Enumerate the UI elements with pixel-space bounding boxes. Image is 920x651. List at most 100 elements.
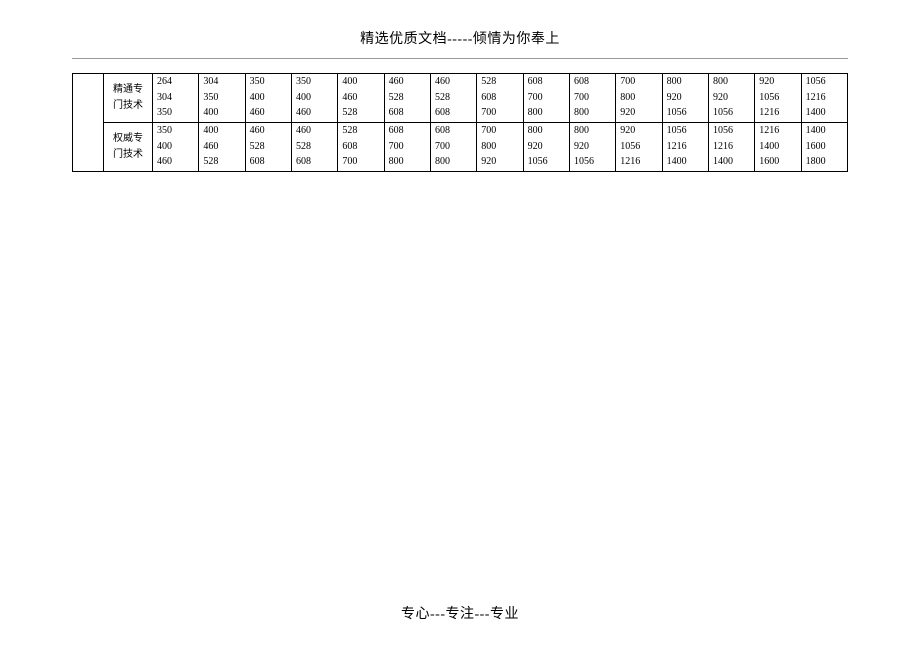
cell-value: 920 — [620, 124, 661, 139]
data-cell: 350400460 — [153, 123, 199, 172]
cell-value: 350 — [296, 75, 337, 90]
cell-value: 608 — [342, 140, 383, 155]
cell-value: 460 — [203, 140, 244, 155]
data-cell: 140016001800 — [801, 123, 847, 172]
cell-value: 1800 — [806, 155, 847, 170]
cell-value: 700 — [389, 140, 430, 155]
cell-value: 304 — [157, 91, 198, 106]
data-cell: 608700800 — [384, 123, 430, 172]
cell-value: 350 — [157, 124, 198, 139]
cell-value: 528 — [481, 75, 522, 90]
data-cell: 121614001600 — [755, 123, 801, 172]
cell-value: 1056 — [620, 140, 661, 155]
cell-value: 608 — [528, 75, 569, 90]
cell-value: 400 — [203, 124, 244, 139]
cell-value: 920 — [713, 91, 754, 106]
cell-value: 800 — [435, 155, 476, 170]
cell-value: 700 — [620, 75, 661, 90]
cell-value: 350 — [203, 91, 244, 106]
cell-value: 920 — [620, 106, 661, 121]
cell-value: 1216 — [667, 140, 708, 155]
cell-value: 800 — [389, 155, 430, 170]
cell-value: 800 — [528, 106, 569, 121]
cell-value: 1400 — [667, 155, 708, 170]
cell-value: 608 — [435, 124, 476, 139]
cell-value: 800 — [528, 124, 569, 139]
data-cell: 304350400 — [199, 74, 245, 123]
data-cell: 92010561216 — [755, 74, 801, 123]
cell-value: 920 — [574, 140, 615, 155]
data-cell: 608700800 — [523, 74, 569, 123]
cell-value: 1216 — [713, 140, 754, 155]
data-cell: 700800920 — [616, 74, 662, 123]
cell-value: 700 — [574, 91, 615, 106]
cell-value: 920 — [667, 91, 708, 106]
data-cell: 8009201056 — [708, 74, 754, 123]
blank-leading-cell — [73, 74, 104, 172]
data-cell: 700800920 — [477, 123, 523, 172]
data-cell: 8009201056 — [523, 123, 569, 172]
table-container: 精通专门技术2643043503043504003504004603504004… — [72, 73, 848, 172]
cell-value: 608 — [389, 106, 430, 121]
cell-value: 608 — [574, 75, 615, 90]
page-footer: 专心---专注---专业 — [0, 603, 920, 623]
cell-value: 350 — [157, 106, 198, 121]
cell-value: 1056 — [528, 155, 569, 170]
cell-value: 400 — [250, 91, 291, 106]
data-cell: 105612161400 — [708, 123, 754, 172]
data-cell: 8009201056 — [569, 123, 615, 172]
cell-value: 920 — [528, 140, 569, 155]
cell-value: 528 — [203, 155, 244, 170]
data-cell: 92010561216 — [616, 123, 662, 172]
header-rule — [72, 58, 848, 59]
row-group-label: 权威专门技术 — [104, 123, 153, 172]
data-cell: 460528608 — [245, 123, 291, 172]
cell-value: 1216 — [620, 155, 661, 170]
cell-value: 1400 — [806, 124, 847, 139]
cell-value: 528 — [296, 140, 337, 155]
cell-value: 1216 — [759, 124, 800, 139]
data-cell: 460528608 — [430, 74, 476, 123]
cell-value: 920 — [759, 75, 800, 90]
cell-value: 700 — [481, 106, 522, 121]
cell-value: 460 — [296, 106, 337, 121]
cell-value: 700 — [481, 124, 522, 139]
page-header: 精选优质文档-----倾情为你奉上 — [0, 0, 920, 48]
data-cell: 264304350 — [153, 74, 199, 123]
row-group-label: 精通专门技术 — [104, 74, 153, 123]
cell-value: 400 — [296, 91, 337, 106]
data-cell: 400460528 — [199, 123, 245, 172]
cell-value: 400 — [342, 75, 383, 90]
data-cell: 350400460 — [291, 74, 337, 123]
cell-value: 264 — [157, 75, 198, 90]
cell-value: 608 — [481, 91, 522, 106]
cell-value: 1056 — [667, 106, 708, 121]
cell-value: 460 — [250, 124, 291, 139]
cell-value: 528 — [342, 106, 383, 121]
cell-value: 460 — [250, 106, 291, 121]
data-cell: 105612161400 — [662, 123, 708, 172]
cell-value: 800 — [667, 75, 708, 90]
cell-value: 350 — [250, 75, 291, 90]
cell-value: 608 — [435, 106, 476, 121]
label-line: 权威专 — [104, 132, 152, 147]
cell-value: 1056 — [806, 75, 847, 90]
cell-value: 608 — [296, 155, 337, 170]
cell-value: 400 — [157, 140, 198, 155]
cell-value: 1056 — [667, 124, 708, 139]
cell-value: 1216 — [759, 106, 800, 121]
cell-value: 800 — [574, 124, 615, 139]
cell-value: 528 — [250, 140, 291, 155]
cell-value: 1056 — [713, 106, 754, 121]
cell-value: 528 — [389, 91, 430, 106]
cell-value: 460 — [296, 124, 337, 139]
data-cell: 460528608 — [291, 123, 337, 172]
data-cell: 460528608 — [384, 74, 430, 123]
label-line: 精通专 — [104, 83, 152, 98]
data-cell: 528608700 — [477, 74, 523, 123]
cell-value: 460 — [389, 75, 430, 90]
cell-value: 1400 — [806, 106, 847, 121]
cell-value: 608 — [389, 124, 430, 139]
data-cell: 350400460 — [245, 74, 291, 123]
cell-value: 460 — [435, 75, 476, 90]
